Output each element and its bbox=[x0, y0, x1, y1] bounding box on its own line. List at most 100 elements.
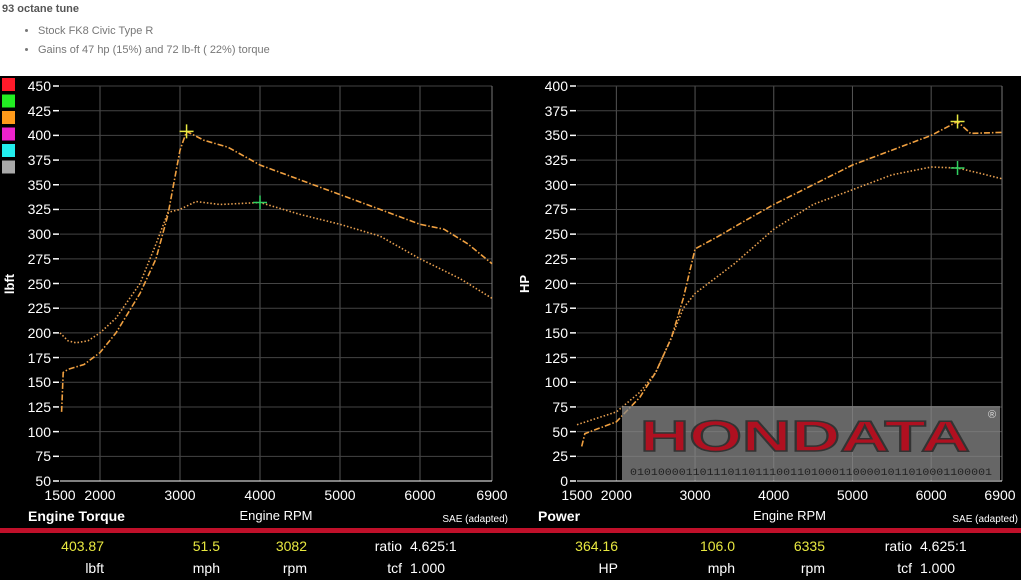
x-tick-label: 5000 bbox=[836, 487, 869, 503]
y-axis-label: HP bbox=[517, 274, 532, 293]
y-tick-label: 25 bbox=[552, 448, 568, 465]
y-tick-label: 350 bbox=[544, 127, 568, 144]
series-tuned-line bbox=[60, 130, 493, 412]
x-tick-label: 2000 bbox=[600, 487, 632, 503]
ratio-label: ratio bbox=[374, 538, 402, 554]
y-tick-label: 100 bbox=[544, 374, 568, 391]
hondata-logo: HONDATA 010100001101110110111001101000110… bbox=[622, 406, 1000, 480]
y-tick-label: 75 bbox=[35, 448, 51, 465]
y-tick-label: 325 bbox=[27, 201, 51, 218]
series-stock-line bbox=[59, 200, 493, 344]
y-tick-label: 75 bbox=[552, 398, 568, 415]
legend-swatch bbox=[2, 127, 15, 141]
readout-unit: rpm bbox=[800, 560, 825, 576]
y-tick-label: 375 bbox=[27, 152, 51, 169]
registered-mark: ® bbox=[988, 409, 996, 421]
y-tick-label: 175 bbox=[544, 300, 568, 317]
bullet-item: Gains of 47 hp (15%) and 72 lb-ft ( 22%)… bbox=[38, 41, 270, 60]
peak-marker bbox=[950, 114, 965, 129]
y-tick-label: 400 bbox=[27, 127, 51, 144]
series-stock-line bbox=[576, 166, 1003, 426]
x-tick-label: 6900 bbox=[476, 487, 508, 503]
logo-binary: 0101000011011101101110011010001100001011… bbox=[630, 468, 992, 479]
y-tick-label: 125 bbox=[27, 398, 51, 415]
bullet-item: Stock FK8 Civic Type R bbox=[38, 22, 270, 41]
y-tick-label: 400 bbox=[544, 78, 568, 94]
readout-value: 403.87 bbox=[61, 538, 104, 554]
x-tick-label: 2000 bbox=[84, 487, 116, 503]
y-tick-label: 375 bbox=[544, 102, 568, 119]
readout-unit: lbft bbox=[85, 560, 104, 576]
logo-backdrop bbox=[622, 406, 1000, 480]
readout-value: 51.5 bbox=[192, 538, 220, 554]
divider-bar bbox=[0, 528, 1021, 533]
chart-title: Power bbox=[538, 508, 581, 524]
peak-marker bbox=[253, 195, 267, 210]
tcf-label: tcf bbox=[387, 560, 402, 576]
sae-note: SAE (adapted) bbox=[442, 514, 508, 525]
y-tick-label: 50 bbox=[35, 473, 51, 489]
y-tick-label: 125 bbox=[544, 349, 568, 366]
sae-note: SAE (adapted) bbox=[952, 514, 1018, 525]
ratio-label: ratio bbox=[884, 538, 912, 554]
x-tick-label: 6000 bbox=[404, 487, 436, 503]
x-tick-label: 6000 bbox=[915, 487, 947, 503]
y-tick-label: 275 bbox=[27, 250, 51, 267]
y-tick-label: 425 bbox=[27, 102, 51, 119]
y-tick-label: 250 bbox=[544, 226, 568, 243]
y-tick-label: 200 bbox=[544, 275, 568, 292]
y-tick-label: 325 bbox=[544, 152, 568, 169]
y-tick-label: 350 bbox=[27, 176, 51, 193]
legend-swatch bbox=[2, 78, 15, 91]
logo-text: HONDATA bbox=[640, 412, 970, 461]
ratio-value: 4.625:1 bbox=[920, 538, 967, 554]
readout-value: 3082 bbox=[275, 538, 307, 554]
y-tick-label: 150 bbox=[27, 374, 51, 391]
bullet-list: Stock FK8 Civic Type R Gains of 47 hp (1… bbox=[22, 22, 270, 60]
x-tick-label: 4000 bbox=[244, 487, 276, 503]
series-tuned-line bbox=[580, 120, 1003, 447]
x-tick-label: 5000 bbox=[324, 487, 356, 503]
peak-marker bbox=[179, 124, 194, 139]
x-tick-label: 3000 bbox=[679, 487, 711, 503]
y-tick-label: 250 bbox=[27, 275, 51, 292]
tcf-value: 1.000 bbox=[920, 560, 956, 576]
y-tick-label: 450 bbox=[27, 78, 51, 94]
tcf-value: 1.000 bbox=[410, 560, 446, 576]
y-tick-label: 300 bbox=[544, 176, 568, 193]
peak-marker bbox=[950, 160, 965, 175]
readout-value: 106.0 bbox=[699, 538, 735, 554]
x-axis-label: Engine RPM bbox=[753, 508, 826, 523]
x-tick-label: 3000 bbox=[164, 487, 196, 503]
y-tick-label: 175 bbox=[27, 349, 51, 366]
y-tick-label: 225 bbox=[544, 250, 568, 267]
readout-unit: mph bbox=[192, 560, 220, 576]
y-axis-label: lbft bbox=[2, 273, 17, 294]
legend-swatch bbox=[2, 111, 15, 124]
readout-unit: mph bbox=[707, 560, 735, 576]
y-tick-label: 100 bbox=[27, 423, 51, 440]
x-tick-label: 6900 bbox=[984, 487, 1016, 503]
tcf-label: tcf bbox=[897, 560, 912, 576]
readout-value: 6335 bbox=[793, 538, 825, 554]
y-tick-label: 0 bbox=[560, 473, 568, 489]
readout-value: 364.16 bbox=[575, 538, 618, 554]
legend-swatch bbox=[2, 160, 15, 174]
x-tick-label: 1500 bbox=[44, 487, 76, 503]
ratio-value: 4.625:1 bbox=[410, 538, 457, 554]
y-tick-label: 225 bbox=[27, 300, 51, 317]
y-tick-label: 150 bbox=[544, 324, 568, 341]
y-tick-label: 200 bbox=[27, 324, 51, 341]
y-tick-label: 300 bbox=[27, 226, 51, 243]
x-tick-label: 1500 bbox=[561, 487, 593, 503]
y-tick-label: 275 bbox=[544, 201, 568, 218]
readout-unit: rpm bbox=[282, 560, 307, 576]
dyno-charts: HONDATA 010100001101110110111001101000110… bbox=[0, 76, 1021, 580]
legend-swatch bbox=[2, 94, 15, 108]
readout-unit: HP bbox=[598, 560, 618, 576]
x-axis-label: Engine RPM bbox=[239, 508, 313, 523]
dyno-graphics: HONDATA 010100001101110110111001101000110… bbox=[0, 78, 1021, 533]
section-title: 93 octane tune bbox=[2, 3, 80, 15]
chart-title: Engine Torque bbox=[28, 508, 125, 524]
x-tick-label: 4000 bbox=[758, 487, 790, 503]
